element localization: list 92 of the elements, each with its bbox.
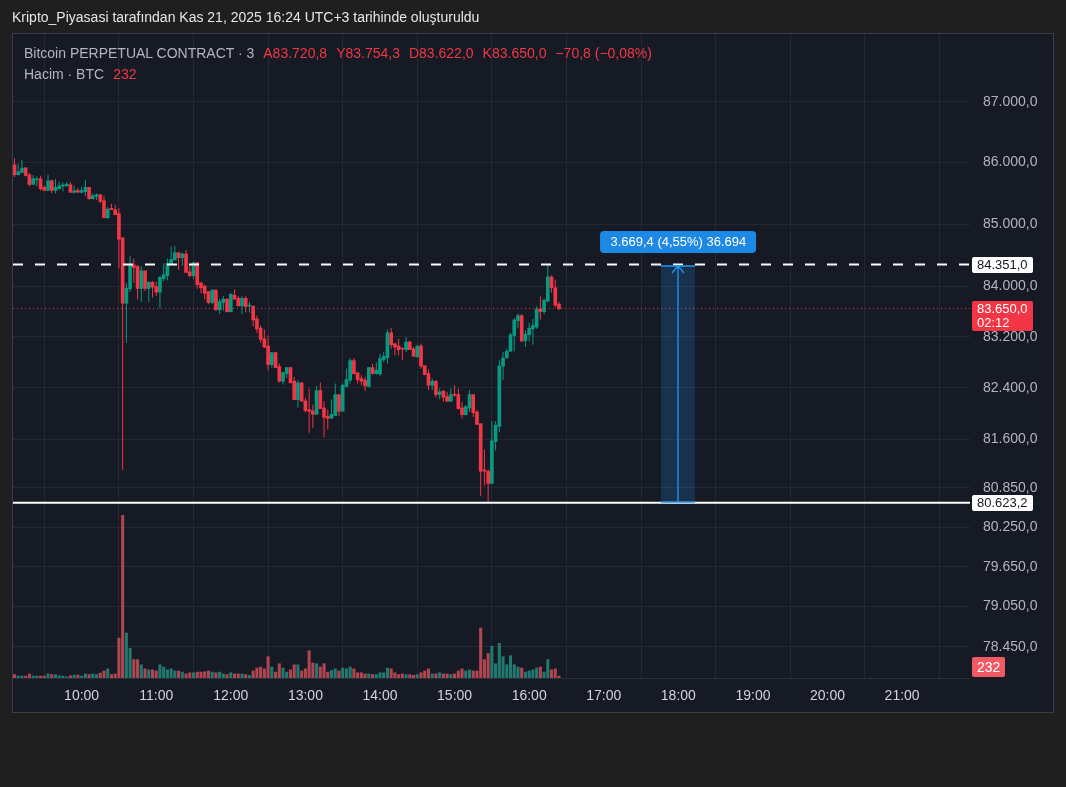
bar	[240, 673, 244, 679]
x-tick-label: 16:00	[511, 687, 547, 704]
ref-line-label: 80.623,2	[977, 494, 1028, 510]
candlestick	[389, 327, 394, 350]
candlestick	[348, 357, 352, 385]
bar	[132, 659, 136, 679]
x-tick-label: 12:00	[213, 687, 249, 704]
bar	[143, 668, 147, 679]
candlestick	[553, 279, 558, 308]
candlestick	[296, 379, 300, 409]
candlestick	[378, 353, 382, 377]
bar	[479, 627, 483, 679]
candlestick	[307, 388, 311, 434]
bar	[124, 632, 128, 679]
candlestick	[102, 195, 106, 219]
x-tick-label: 19:00	[735, 687, 771, 704]
x-tick-label: 20:00	[810, 687, 846, 704]
text: Hacim · BTC	[24, 66, 105, 82]
bar	[281, 667, 285, 679]
x-tick-label: 14:00	[362, 687, 398, 704]
candlestick	[333, 383, 338, 417]
ref-line-label: 83.650,0	[977, 300, 1028, 316]
bar	[214, 672, 218, 679]
y-tick-label: 81.600,0	[983, 430, 1038, 447]
bar	[546, 659, 550, 679]
y-tick-label: 80.850,0	[983, 478, 1038, 495]
bar	[139, 664, 143, 679]
annotation: K83.650,0	[482, 45, 547, 61]
bar	[229, 672, 233, 679]
annotation: D83.622,0	[408, 45, 474, 61]
x-tick-label: 11:00	[139, 687, 174, 704]
bar	[102, 670, 106, 679]
annotation: Y83.754,3	[336, 45, 400, 61]
annotation: A83.720,8	[263, 45, 328, 61]
annotation: −70,8 (−0,08%)	[555, 45, 652, 61]
x-tick-label: 21:00	[884, 687, 920, 704]
bar	[467, 669, 472, 679]
bar	[188, 672, 192, 679]
bar	[378, 672, 382, 679]
y-tick-label: 80.250,0	[983, 518, 1038, 535]
y-tick-label: 79.050,0	[983, 597, 1038, 614]
bar	[150, 669, 155, 679]
bar	[531, 669, 535, 679]
candlestick	[266, 334, 270, 371]
bar	[382, 672, 386, 679]
bar	[508, 655, 513, 679]
y-tick-label: 79.650,0	[983, 557, 1038, 574]
bar	[419, 672, 423, 679]
bar	[516, 666, 520, 679]
x-tick-label: 13:00	[287, 687, 324, 704]
candlestick	[337, 394, 341, 417]
y-tick-label: 87.000,0	[983, 92, 1038, 109]
bar	[356, 672, 360, 679]
y-tick-label: 85.000,0	[983, 215, 1038, 232]
bar	[322, 663, 326, 679]
candlestick	[35, 175, 39, 187]
y-tick-label: 86.000,0	[983, 153, 1038, 170]
bar	[359, 672, 363, 679]
bar	[296, 664, 300, 679]
text: 02:12	[977, 314, 1010, 330]
bar	[277, 663, 281, 679]
text: Kripto_Piyasasi tarafından Kas 21, 2025 16:24 UTC+3 tarihinde oluşturuldu	[12, 9, 480, 25]
bar	[393, 672, 397, 679]
bar	[158, 664, 162, 679]
ref-line-label: 84.351,0	[977, 256, 1028, 272]
bar	[307, 650, 311, 679]
bar	[497, 642, 501, 679]
x-tick-label: 18:00	[660, 687, 697, 704]
y-tick-label: 83.200,0	[983, 327, 1038, 344]
bar	[490, 645, 494, 679]
x-tick-label: 17:00	[586, 687, 622, 704]
candlestick	[184, 249, 188, 273]
candlestick	[363, 376, 367, 392]
candlestick	[512, 317, 517, 352]
annotation: 232	[113, 66, 137, 82]
text: Bitcoin PERPETUAL CONTRACT · 3	[24, 45, 255, 61]
text: 232	[977, 658, 1001, 676]
bar	[292, 664, 296, 679]
candlestick	[240, 295, 244, 315]
candlestick	[20, 159, 24, 174]
bar	[266, 656, 270, 679]
y-tick-label: 78.450,0	[983, 637, 1038, 654]
bar	[191, 672, 196, 679]
x-tick-label: 15:00	[437, 687, 473, 704]
candlestick	[404, 336, 408, 353]
bar	[486, 653, 490, 679]
bar	[136, 659, 140, 679]
x-tick-label: 10:00	[64, 687, 100, 704]
annotation: 3.669,4 (4,55%) 36.694	[600, 230, 757, 253]
bar	[121, 515, 125, 679]
y-tick-label: 82.400,0	[983, 378, 1038, 395]
y-tick-label: 84.000,0	[983, 277, 1038, 294]
